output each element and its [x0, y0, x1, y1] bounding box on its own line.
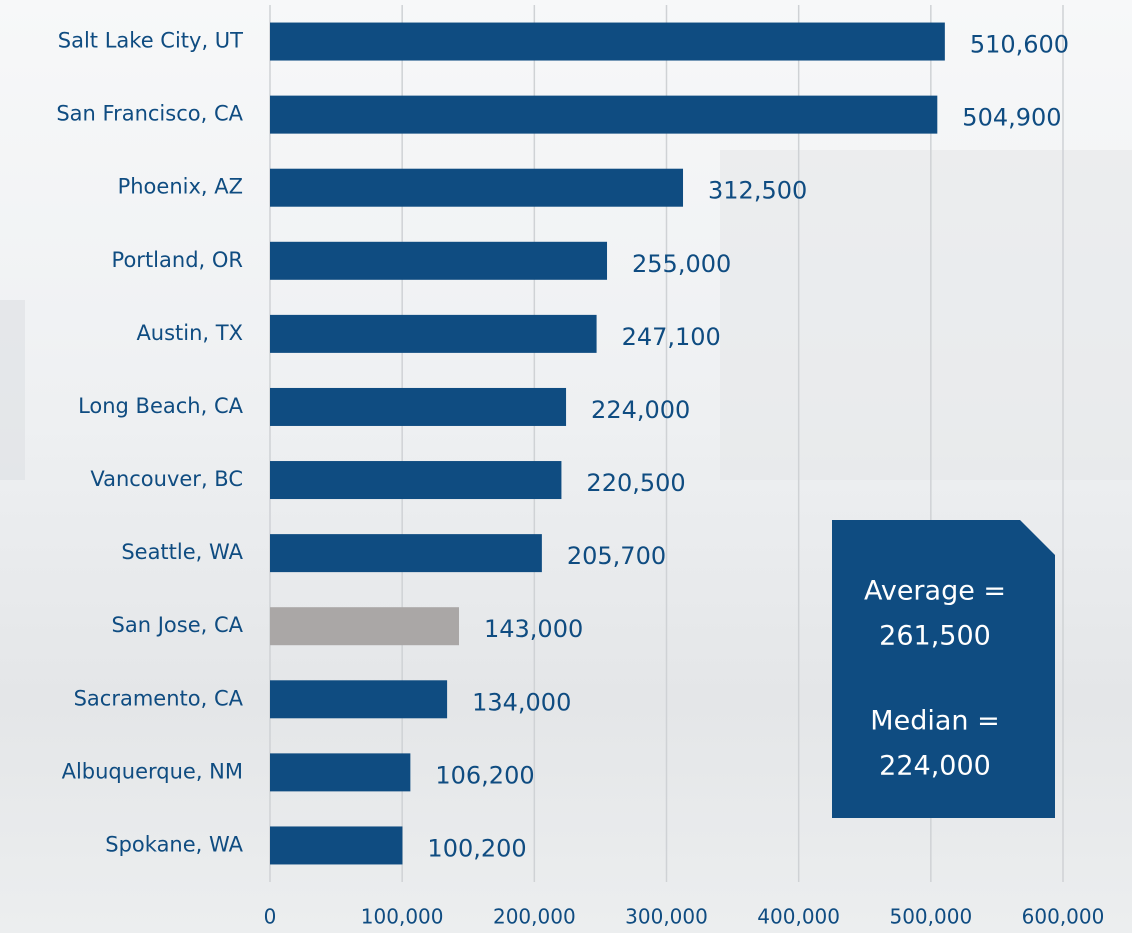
y-tick-label: Portland, OR	[112, 248, 243, 272]
x-tick-label: 0	[264, 905, 277, 929]
bar	[270, 461, 561, 499]
bar	[270, 534, 542, 572]
x-tick-label: 600,000	[1022, 905, 1105, 929]
bar	[270, 315, 597, 353]
value-label: 504,900	[962, 104, 1061, 132]
background-building	[0, 300, 25, 480]
value-label: 220,500	[586, 469, 685, 497]
summary-line: 261,500	[879, 621, 991, 652]
value-label: 247,100	[622, 323, 721, 351]
summary-line: Average =	[864, 576, 1006, 607]
y-tick-label: San Jose, CA	[112, 613, 244, 637]
bar	[270, 680, 447, 718]
page: 0 100,000 200,000 300,000 400,000 500,000 600,…	[0, 0, 1132, 933]
chart: 0 100,000 200,000 300,000 400,000 500,000 600,…	[0, 0, 1132, 933]
x-tick-label: 300,000	[625, 905, 708, 929]
x-tick-label: 200,000	[493, 905, 576, 929]
bar	[270, 242, 607, 280]
value-label: 510,600	[970, 31, 1069, 59]
y-tick-label: Seattle, WA	[121, 540, 243, 564]
bar	[270, 753, 410, 791]
x-tick-label: 100,000	[361, 905, 444, 929]
y-tick-label: Long Beach, CA	[78, 394, 244, 418]
value-label: 106,200	[435, 761, 534, 789]
bar	[270, 826, 402, 864]
bar	[270, 96, 937, 134]
value-label: 224,000	[591, 396, 690, 424]
bar	[270, 23, 945, 61]
y-tick-label: Phoenix, AZ	[118, 175, 243, 199]
value-label: 100,200	[427, 834, 526, 862]
value-label: 143,000	[484, 615, 583, 643]
y-tick-label: Salt Lake City, UT	[58, 29, 243, 53]
bar	[270, 388, 566, 426]
value-label: 134,000	[472, 688, 571, 716]
y-tick-label: Sacramento, CA	[74, 686, 244, 710]
y-tick-label: Austin, TX	[136, 321, 243, 345]
value-label: 255,000	[632, 250, 731, 278]
y-tick-label: Spokane, WA	[105, 832, 243, 856]
value-label: 205,700	[567, 542, 666, 570]
y-tick-label: Vancouver, BC	[90, 467, 243, 491]
summary-line: Median =	[870, 706, 999, 737]
x-tick-label: 500,000	[889, 905, 972, 929]
bar	[270, 607, 459, 645]
y-tick-label: San Francisco, CA	[56, 102, 243, 126]
bar	[270, 169, 683, 207]
summary-line: 224,000	[879, 751, 991, 782]
y-tick-label: Albuquerque, NM	[62, 759, 243, 783]
x-tick-label: 400,000	[757, 905, 840, 929]
value-label: 312,500	[708, 177, 807, 205]
